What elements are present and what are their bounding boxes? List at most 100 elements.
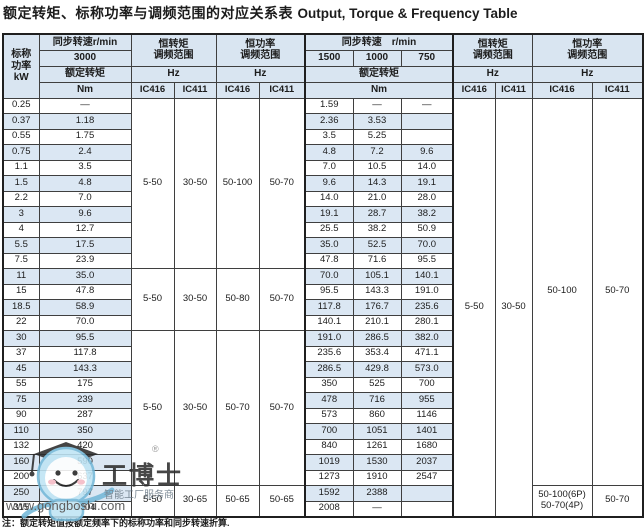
left-ct-ic411-cell: 30-50 (173, 97, 217, 269)
header-right-const-torque: 恒转矩 调频范围 (452, 33, 533, 67)
header-right-ct-ic416: IC416 (452, 81, 496, 99)
torque-1000-cell: 10.5 (352, 159, 402, 176)
torque-750-cell: 955 (400, 392, 454, 409)
torque-3000-cell: 70.0 (38, 314, 132, 331)
header-left-ct-ic411: IC411 (173, 81, 217, 99)
torque-750-cell: 9.6 (400, 144, 454, 161)
torque-750-cell: 14.0 (400, 159, 454, 176)
header-left-ct-ic416: IC416 (130, 81, 175, 99)
right-const-torque-ic411-cell: 30-50 (494, 97, 533, 517)
torque-3000-cell: 1.75 (38, 128, 132, 145)
torque-1500-cell: 350 (304, 376, 354, 393)
table-row: 55 175 350 525 700 (2, 376, 643, 393)
torque-750-cell: 382.0 (400, 330, 454, 347)
left-ct-ic416-cell: 5-50 (130, 97, 175, 269)
torque-3000-cell: 1.18 (38, 113, 132, 130)
watermark-url: www.gongboshi.com (6, 498, 126, 513)
torque-750-cell: 28.0 (400, 190, 454, 207)
torque-1000-cell: 1530 (352, 454, 402, 471)
torque-1000-cell: 1051 (352, 423, 402, 440)
table-row: 22 70.0 140.1 210.1 280.1 (2, 314, 643, 331)
table-row: 90 287 573 860 1146 (2, 407, 643, 424)
torque-1000-cell: — (352, 97, 402, 114)
torque-1500-cell: 14.0 (304, 190, 354, 207)
torque-1000-cell: 5.25 (352, 128, 402, 145)
header-left-cp-ic411: IC411 (258, 81, 306, 99)
power-cell: 4 (2, 221, 40, 238)
left-cp-ic411-cell: 50-70 (258, 330, 306, 486)
freq-range-label: 调频范围 (240, 50, 281, 62)
mascot-icon (21, 442, 115, 522)
freq-range-label: 调频范围 (153, 50, 194, 62)
torque-1500-cell: 2.36 (304, 113, 354, 130)
torque-750-cell: 140.1 (400, 268, 454, 285)
power-cell: 75 (2, 392, 40, 409)
left-cp-ic416-cell: 50-65 (215, 485, 260, 517)
torque-3000-cell: 9.6 (38, 206, 132, 223)
freq-range-label: 调频范围 (472, 50, 513, 62)
left-cp-ic411-cell: 50-65 (258, 485, 306, 517)
header-left-cp-hz: Hz (215, 65, 306, 83)
torque-1000-cell: 2388 (352, 485, 402, 502)
torque-750-cell: 1146 (400, 407, 454, 424)
torque-1500-cell: 25.5 (304, 221, 354, 238)
torque-3000-cell: 12.7 (38, 221, 132, 238)
torque-1500-cell: 1.59 (304, 97, 354, 114)
const-torque-label: 恒转矩 (158, 38, 189, 50)
torque-3000-cell: 3.5 (38, 159, 132, 176)
power-cell: 0.75 (2, 144, 40, 161)
power-cell: 1.5 (2, 175, 40, 192)
torque-750-cell: 471.1 (400, 345, 454, 362)
torque-1500-cell: 35.0 (304, 237, 354, 254)
header-left-cp-ic416: IC416 (215, 81, 260, 99)
header-right-cp-hz: Hz (531, 65, 644, 83)
header-speed-1000: 1000 (352, 49, 402, 67)
table-row: 15 47.8 95.5 143.3 191.0 (2, 283, 643, 300)
torque-3000-cell: 23.9 (38, 252, 132, 269)
torque-3000-cell: 47.8 (38, 283, 132, 300)
torque-3000-cell: — (38, 97, 132, 114)
header-left-rated-torque: 额定转矩 (38, 65, 132, 83)
header-right-cp-ic411: IC411 (591, 81, 644, 99)
torque-750-cell: 191.0 (400, 283, 454, 300)
header-right-const-power: 恒功率 调频范围 (531, 33, 644, 67)
header-right-nm: Nm (304, 81, 454, 99)
torque-1500-cell: 840 (304, 438, 354, 455)
torque-1000-cell: 716 (352, 392, 402, 409)
power-cell: 250 (2, 485, 40, 502)
torque-1500-cell: 95.5 (304, 283, 354, 300)
power-cell: 0.55 (2, 128, 40, 145)
power-cell: 30 (2, 330, 40, 347)
torque-750-cell: 573.0 (400, 361, 454, 378)
torque-1500-cell: 700 (304, 423, 354, 440)
torque-750-cell: 1680 (400, 438, 454, 455)
torque-750-cell: 38.2 (400, 206, 454, 223)
torque-750-cell: 700 (400, 376, 454, 393)
torque-3000-cell: 287 (38, 407, 132, 424)
torque-1000-cell: 143.3 (352, 283, 402, 300)
torque-750-cell (400, 485, 454, 502)
torque-3000-cell: 117.8 (38, 345, 132, 362)
left-cp-ic411-cell: 50-70 (258, 97, 306, 269)
torque-750-cell: 70.0 (400, 237, 454, 254)
header-left-nm: Nm (38, 81, 132, 99)
header-speed-3000: 3000 (38, 49, 132, 67)
torque-3000-cell: 95.5 (38, 330, 132, 347)
torque-1500-cell: 9.6 (304, 175, 354, 192)
table-row: 45 143.3 286.5 429.8 573.0 (2, 361, 643, 378)
table-row: 1.1 3.5 7.0 10.5 14.0 (2, 159, 643, 176)
watermark-brand: 工博士 (102, 462, 184, 490)
power-cell: 22 (2, 314, 40, 331)
power-cell: 18.5 (2, 299, 40, 316)
left-ct-ic411-cell: 30-50 (173, 268, 217, 331)
torque-1500-cell: 19.1 (304, 206, 354, 223)
left-ct-ic416-cell: 5-50 (130, 485, 175, 517)
table-row: 11 35.0 5-50 30-50 50-80 50-70 70.0 105.1 140.1 (2, 268, 643, 331)
torque-750-cell (400, 128, 454, 145)
torque-750-cell (400, 113, 454, 130)
torque-1000-cell: 52.5 (352, 237, 402, 254)
torque-1500-cell: 1273 (304, 469, 354, 486)
header-left-const-power: 恒功率 调频范围 (215, 33, 306, 67)
header-power-line1: 标称 (11, 49, 32, 60)
power-cell: 11 (2, 268, 40, 285)
